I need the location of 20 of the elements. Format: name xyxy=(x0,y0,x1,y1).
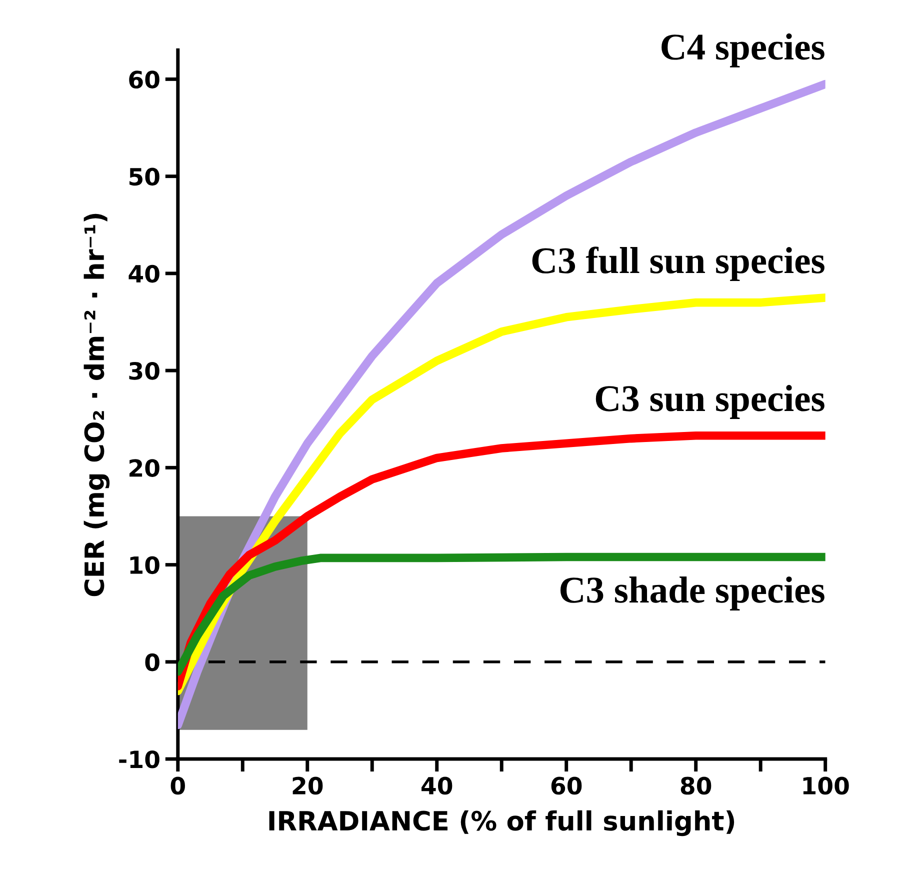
y-tick-label: 60 xyxy=(129,70,160,89)
x-tick-label: 80 xyxy=(680,776,712,795)
x-tick-label: 100 xyxy=(803,776,849,795)
y-tick-label: 50 xyxy=(129,168,160,186)
x-tick-label: 40 xyxy=(422,776,452,795)
x-axis-title: IRRADIANCE (% of full sunlight) xyxy=(269,810,734,836)
x-tick-label: 0 xyxy=(170,776,185,795)
series-label: C3 shade species xyxy=(560,576,824,610)
series-label: C4 species xyxy=(662,33,824,68)
y-tick-label: 10 xyxy=(130,556,160,574)
x-tick-label: 20 xyxy=(292,776,323,795)
y-tick-label: 20 xyxy=(130,459,160,477)
series-label: C3 sun species xyxy=(596,384,824,419)
y-tick-label: 0 xyxy=(145,653,160,672)
y-axis-title: CER (mg CO₂ · dm⁻² · hr⁻¹) xyxy=(84,214,110,596)
series-label: C3 full sun species xyxy=(532,246,824,282)
y-tick-label: 30 xyxy=(129,362,160,380)
y-tick-label: -10 xyxy=(119,750,160,768)
x-tick-label: 60 xyxy=(551,776,582,795)
y-tick-label: 40 xyxy=(128,264,160,283)
